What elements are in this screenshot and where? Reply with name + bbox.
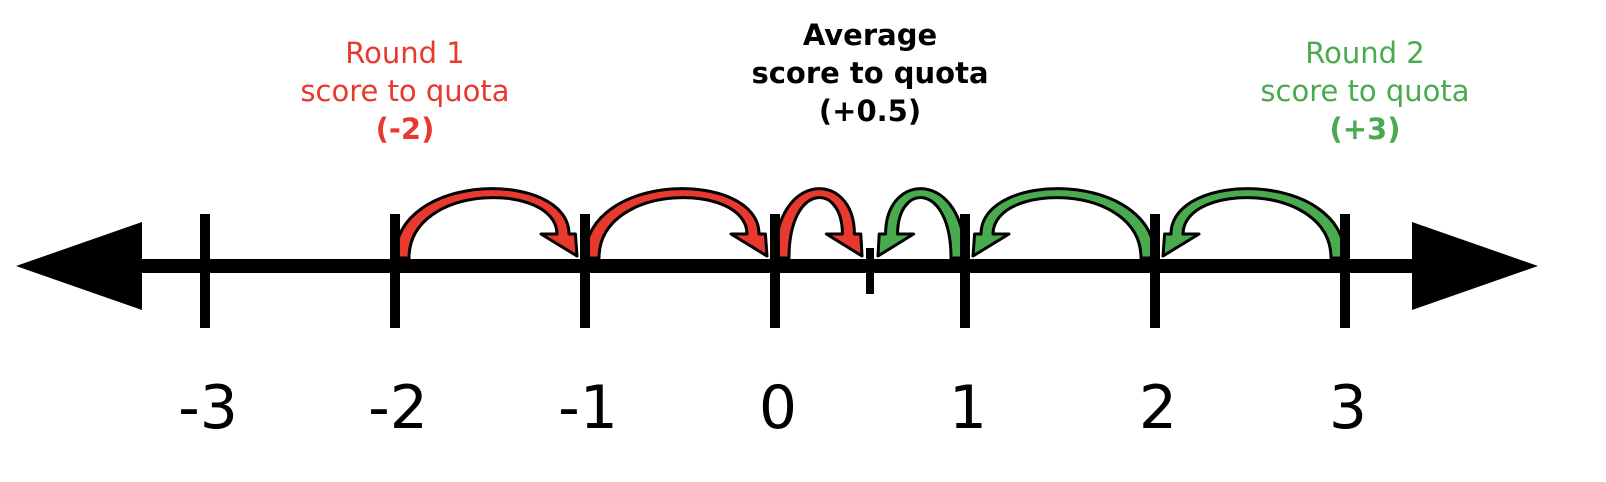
round1-jump-arrow (583, 187, 769, 260)
jump-arcs (393, 187, 1347, 260)
round1-label: Round 1 score to quota (-2) (275, 34, 535, 148)
average-label-value: (+0.5) (818, 94, 922, 128)
tick-label: -2 (368, 373, 428, 443)
average-marker (866, 248, 874, 294)
round1-label-value: (-2) (375, 112, 435, 146)
tick-mark (390, 214, 400, 328)
number-line-axis (16, 214, 1538, 328)
tick-mark (580, 214, 590, 328)
round2-label-value: (+3) (1329, 112, 1401, 146)
tick-label: -3 (178, 373, 238, 443)
tick-label: -1 (558, 373, 618, 443)
tick-label: 1 (949, 373, 987, 443)
tick-label: 0 (759, 373, 797, 443)
tick-mark (1340, 214, 1350, 328)
left-arrowhead (16, 222, 142, 310)
round1-label-line1: Round 1 (345, 36, 465, 70)
tick-mark (960, 214, 970, 328)
round1-label-line2: score to quota (300, 74, 510, 108)
round2-label: Round 2 score to quota (+3) (1235, 34, 1495, 148)
round1-jump-arrow (393, 187, 579, 260)
round2-jump-arrow (1161, 187, 1347, 260)
tick-mark (200, 214, 210, 328)
round1-jump-arrow (773, 187, 864, 260)
right-arrowhead (1412, 222, 1538, 310)
average-label-line1: Average (802, 18, 938, 52)
tick-mark (770, 214, 780, 328)
round2-jump-arrow (971, 187, 1157, 260)
tick-label: 3 (1329, 373, 1367, 443)
average-label: Average score to quota (+0.5) (740, 16, 1000, 130)
tick-label: 2 (1139, 373, 1177, 443)
round2-jump-arrow (876, 187, 967, 260)
tick-labels: -3 -2 -1 0 1 2 3 (178, 373, 1367, 443)
round2-label-line2: score to quota (1260, 74, 1470, 108)
tick-mark (1150, 214, 1160, 328)
round2-label-line1: Round 2 (1305, 36, 1425, 70)
average-label-line2: score to quota (751, 56, 989, 90)
